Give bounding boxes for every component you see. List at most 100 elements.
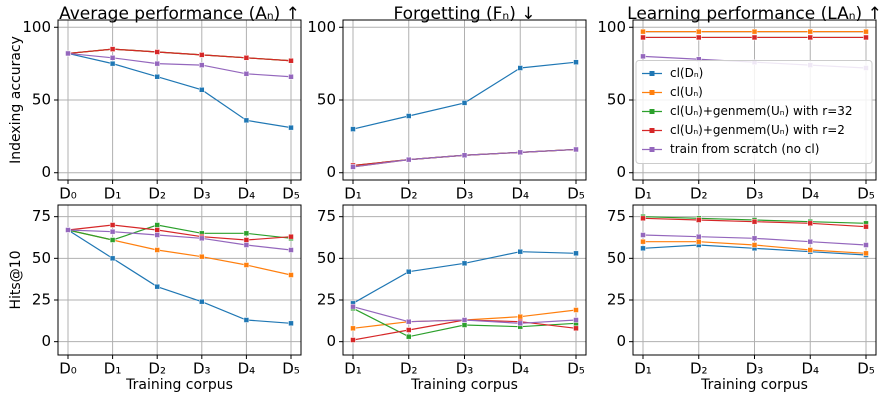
series-line [67, 224, 292, 241]
x-tick-label: D₄ [238, 360, 256, 378]
plot-frame [632, 204, 877, 356]
point [350, 126, 356, 132]
x-tick-label: D₀ [59, 185, 77, 203]
y-tick-label: 50 [607, 249, 626, 267]
x-tick-label: D₂ [690, 185, 708, 203]
series-line [67, 229, 292, 324]
point [640, 28, 646, 35]
point [517, 65, 523, 71]
point [751, 218, 758, 225]
legend-marker [649, 128, 655, 133]
point [109, 237, 116, 243]
point [640, 53, 646, 60]
x-tick-label: D₅ [282, 360, 300, 378]
x-tick-label: D₂ [690, 360, 708, 378]
point [573, 59, 579, 65]
point [863, 28, 869, 35]
x-axis-label: Training corpus [700, 377, 808, 393]
x-tick-label: D₁ [104, 360, 122, 378]
point [863, 242, 869, 248]
point [199, 298, 205, 305]
y-axis-label: Hits@10 [8, 250, 24, 309]
x-tick-label: D₃ [193, 360, 211, 378]
plot-frame [57, 204, 302, 356]
x-tick-label: D₃ [456, 185, 474, 203]
y-tick-label: 50 [607, 91, 626, 109]
point [696, 238, 702, 245]
point [350, 337, 356, 343]
point [517, 320, 523, 327]
point [350, 303, 356, 310]
y-tick-label: 25 [317, 291, 336, 309]
point [517, 313, 523, 320]
x-tick-label: D₂ [400, 185, 418, 203]
point [243, 237, 250, 243]
subplot-title: Forgetting (Fₙ) ↓ [393, 4, 535, 24]
point [863, 34, 869, 41]
legend-marker [649, 147, 655, 152]
point [406, 333, 412, 340]
point [751, 34, 758, 41]
series-line [67, 52, 292, 78]
point [154, 222, 160, 228]
point [640, 245, 646, 252]
x-tick-label: D₃ [746, 360, 764, 378]
point [109, 60, 116, 67]
point [461, 152, 468, 159]
x-tick-label: D₃ [746, 185, 764, 203]
y-tick-label: 25 [32, 291, 51, 309]
point [154, 227, 160, 233]
y-tick-label: 75 [32, 207, 51, 225]
point [288, 57, 294, 64]
point [807, 28, 813, 35]
x-tick-label: D₁ [344, 360, 362, 378]
x-axis-label: Training corpus [125, 377, 233, 393]
x-tick-label: D₄ [511, 185, 529, 203]
legend-marker [649, 109, 655, 114]
y-tick-label: 50 [317, 249, 336, 267]
x-tick-label: D₄ [801, 185, 819, 203]
point [751, 28, 758, 35]
point [199, 253, 205, 260]
legend-marker [649, 90, 655, 95]
point [807, 220, 813, 227]
point [154, 49, 160, 55]
point [154, 60, 160, 67]
point [807, 247, 813, 253]
point [573, 325, 579, 332]
point [243, 317, 250, 323]
point [517, 149, 523, 156]
y-tick-label: 50 [32, 91, 51, 109]
point [573, 146, 579, 153]
point [288, 73, 294, 80]
point [288, 272, 294, 278]
x-tick-label: D₂ [148, 185, 166, 203]
point [154, 232, 160, 238]
point [863, 223, 869, 230]
legend-label: cl(Uₙ) [670, 85, 703, 99]
point [109, 228, 116, 235]
point [350, 164, 356, 170]
x-axis-label: Training corpus [410, 377, 518, 393]
x-tick-label: D₃ [456, 360, 474, 378]
y-tick-label: 75 [607, 207, 626, 225]
y-tick-label: 0 [41, 332, 51, 350]
plot-frame [342, 204, 587, 356]
point [288, 247, 294, 253]
point [109, 46, 116, 52]
point [288, 124, 294, 131]
x-tick-label: D₄ [238, 185, 256, 203]
point [863, 250, 869, 257]
point [109, 222, 116, 228]
x-tick-label: D₅ [857, 360, 875, 378]
point [517, 248, 523, 255]
point [288, 233, 294, 240]
point [640, 232, 646, 238]
point [696, 233, 702, 240]
point [406, 156, 412, 163]
plot-frame [342, 19, 587, 181]
point [696, 28, 702, 35]
x-tick-label: D₂ [400, 360, 418, 378]
point [243, 117, 250, 124]
